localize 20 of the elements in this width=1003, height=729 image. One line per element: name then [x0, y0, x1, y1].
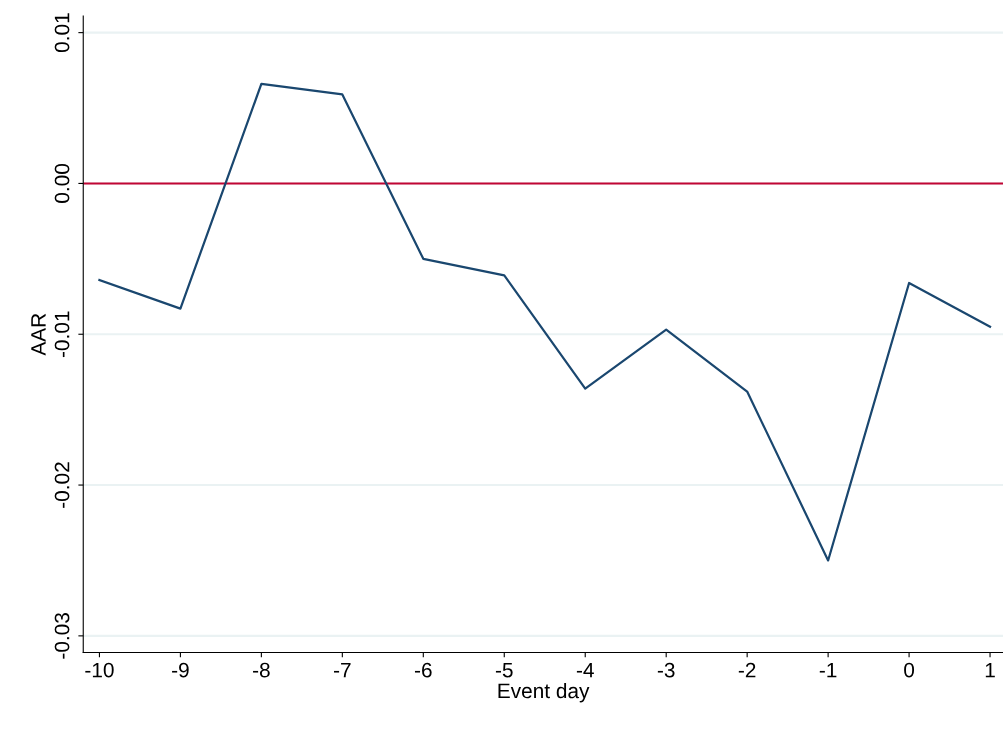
x-tick-label: -1 — [819, 662, 837, 678]
x-tick-label: -6 — [414, 662, 432, 678]
x-tick-label: -4 — [576, 662, 594, 678]
y-tick-label: 0.01 — [54, 13, 70, 53]
x-tick-label: -2 — [738, 662, 756, 678]
y-axis-title: AAR — [31, 313, 46, 356]
line-series — [98, 82, 992, 562]
x-tick-label: -10 — [85, 662, 114, 678]
x-tick-label: -8 — [253, 662, 270, 678]
x-tick-label: -7 — [334, 662, 351, 678]
y-tick-label: -0.03 — [54, 613, 70, 659]
x-axis-title: Event day — [498, 682, 590, 703]
x-tick-label: -3 — [657, 662, 675, 678]
x-tick-label: -9 — [172, 662, 189, 678]
y-tick-label: 0.00 — [54, 163, 70, 203]
y-tick-label: -0.02 — [54, 462, 70, 508]
x-tick-label: -5 — [495, 662, 513, 678]
x-tick-label: 1 — [985, 662, 995, 678]
x-tick-label: 0 — [904, 662, 915, 678]
y-tick-label: -0.01 — [54, 311, 70, 358]
